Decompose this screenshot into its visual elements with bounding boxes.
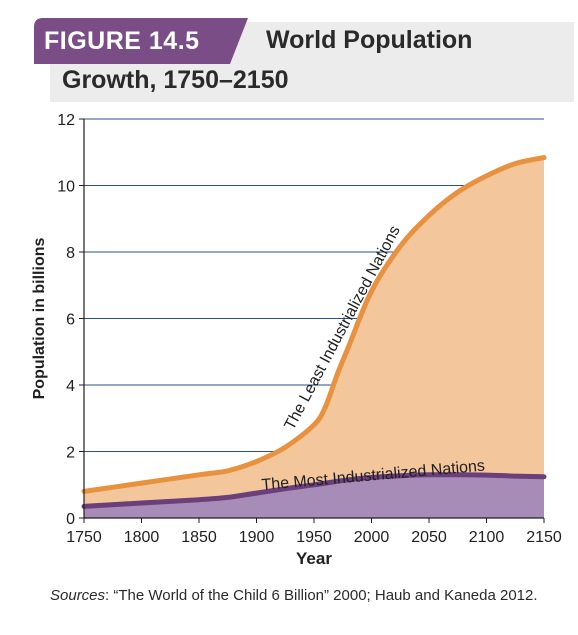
x-tick-label-1950: 1950 [296, 529, 332, 546]
sources-note: Sources: “The World of the Child 6 Billi… [50, 586, 570, 605]
line-most-industrialized [81, 472, 547, 509]
y-tick-label-4: 4 [66, 378, 75, 395]
x-tick-label-1800: 1800 [124, 529, 160, 546]
line-least-industrialized [81, 155, 547, 494]
x-tick-label-2000: 2000 [354, 529, 390, 546]
sources-text: : “The World of the Child 6 Billion” 200… [105, 587, 538, 604]
x-tick-label-1900: 1900 [239, 529, 275, 546]
y-tick-label-2: 2 [66, 445, 75, 462]
x-tick-label-1850: 1850 [181, 529, 217, 546]
chart-title-line2: Growth, 1750–2150 [62, 66, 289, 94]
y-tick-label-0: 0 [66, 511, 75, 528]
y-axis-label: Population in billions [31, 238, 48, 400]
figure-tab [34, 18, 248, 64]
y-tick-label-6: 6 [66, 312, 75, 329]
area-most-industrialized [84, 474, 544, 518]
x-tick-label-1750: 1750 [66, 529, 102, 546]
y-tick-label-12: 12 [57, 112, 75, 129]
area-least-industrialized [84, 157, 544, 518]
sources-label: Sources [50, 587, 106, 604]
x-tick-label-2150: 2150 [526, 529, 562, 546]
chart-title-line1: World Population [266, 26, 473, 54]
x-tick-label-2100: 2100 [469, 529, 505, 546]
figure-label: FIGURE 14.5 [44, 27, 200, 55]
x-tick-label-2050: 2050 [411, 529, 447, 546]
y-tick-label-8: 8 [66, 245, 75, 262]
y-tick-label-10: 10 [57, 179, 75, 196]
x-axis-label: Year [296, 549, 332, 568]
